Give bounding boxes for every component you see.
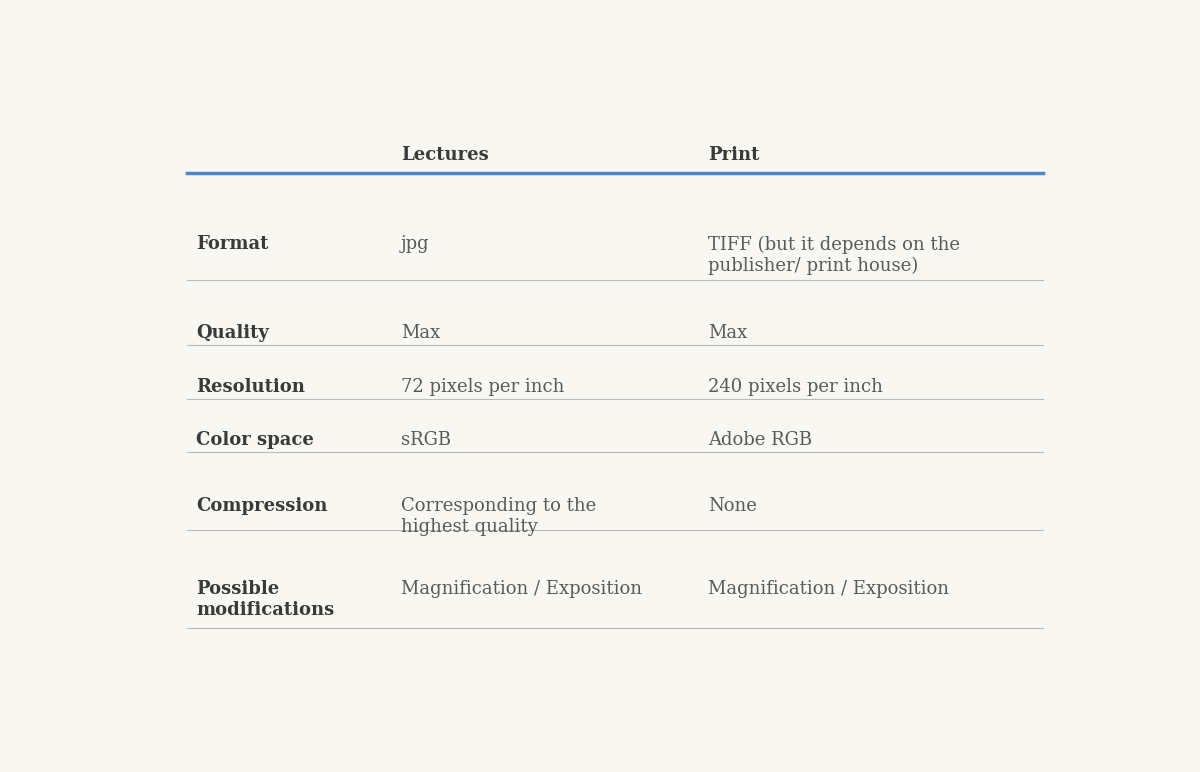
Text: Max: Max: [401, 324, 440, 343]
Text: sRGB: sRGB: [401, 432, 451, 449]
Text: Resolution: Resolution: [197, 378, 305, 396]
Text: Print: Print: [708, 146, 760, 164]
Text: Format: Format: [197, 235, 269, 253]
Text: Quality: Quality: [197, 324, 269, 343]
Text: Corresponding to the
highest quality: Corresponding to the highest quality: [401, 497, 596, 536]
Text: Possible
modifications: Possible modifications: [197, 580, 335, 619]
Text: Adobe RGB: Adobe RGB: [708, 432, 812, 449]
Text: None: None: [708, 497, 757, 515]
Text: TIFF (but it depends on the
publisher/ print house): TIFF (but it depends on the publisher/ p…: [708, 235, 960, 275]
Text: jpg: jpg: [401, 235, 430, 253]
Text: Magnification / Exposition: Magnification / Exposition: [401, 580, 642, 598]
Text: 72 pixels per inch: 72 pixels per inch: [401, 378, 564, 396]
Text: Magnification / Exposition: Magnification / Exposition: [708, 580, 949, 598]
Text: 240 pixels per inch: 240 pixels per inch: [708, 378, 883, 396]
Text: Color space: Color space: [197, 432, 314, 449]
Text: Lectures: Lectures: [401, 146, 488, 164]
Text: Max: Max: [708, 324, 748, 343]
Text: Compression: Compression: [197, 497, 328, 515]
